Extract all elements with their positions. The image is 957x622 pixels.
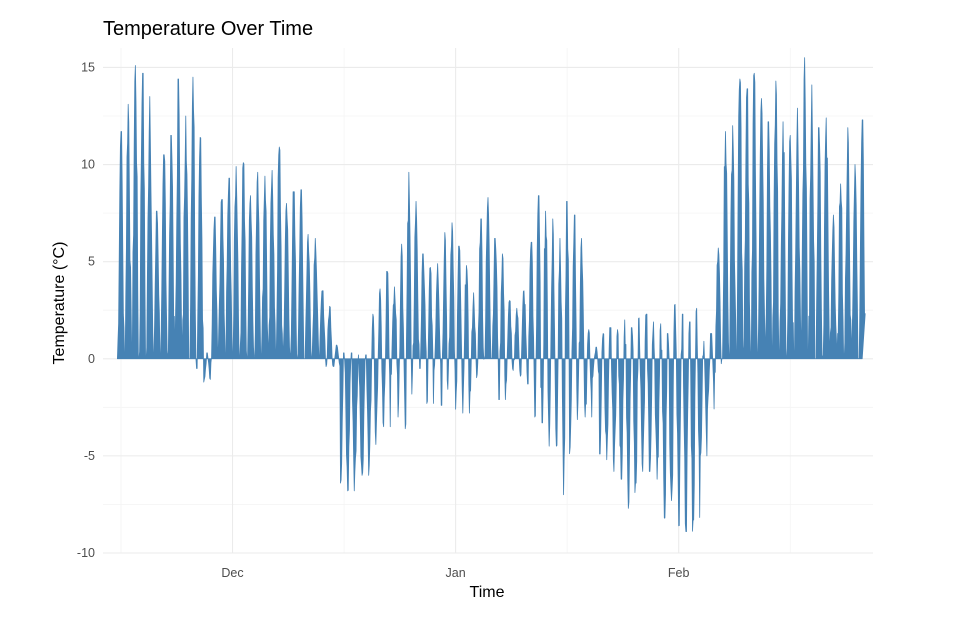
y-axis-ticks: -10 -5 0 5 10 15 xyxy=(77,60,95,560)
y-tick-label: 0 xyxy=(88,352,95,366)
x-tick-label: Feb xyxy=(668,566,690,580)
y-tick-label: -10 xyxy=(77,546,95,560)
x-axis-title: Time xyxy=(470,584,505,601)
chart-title: Temperature Over Time xyxy=(103,18,313,40)
y-tick-label: 10 xyxy=(81,158,95,172)
x-axis-ticks: Dec Jan Feb xyxy=(221,566,689,580)
x-tick-label: Jan xyxy=(446,566,466,580)
y-tick-label: -5 xyxy=(84,449,95,463)
y-tick-label: 15 xyxy=(81,60,95,74)
plot-area xyxy=(116,57,866,533)
x-tick-label: Dec xyxy=(221,566,243,580)
y-axis-title: Temperature (°C) xyxy=(51,242,68,365)
temperature-area xyxy=(116,57,866,533)
y-tick-label: 5 xyxy=(88,255,95,269)
